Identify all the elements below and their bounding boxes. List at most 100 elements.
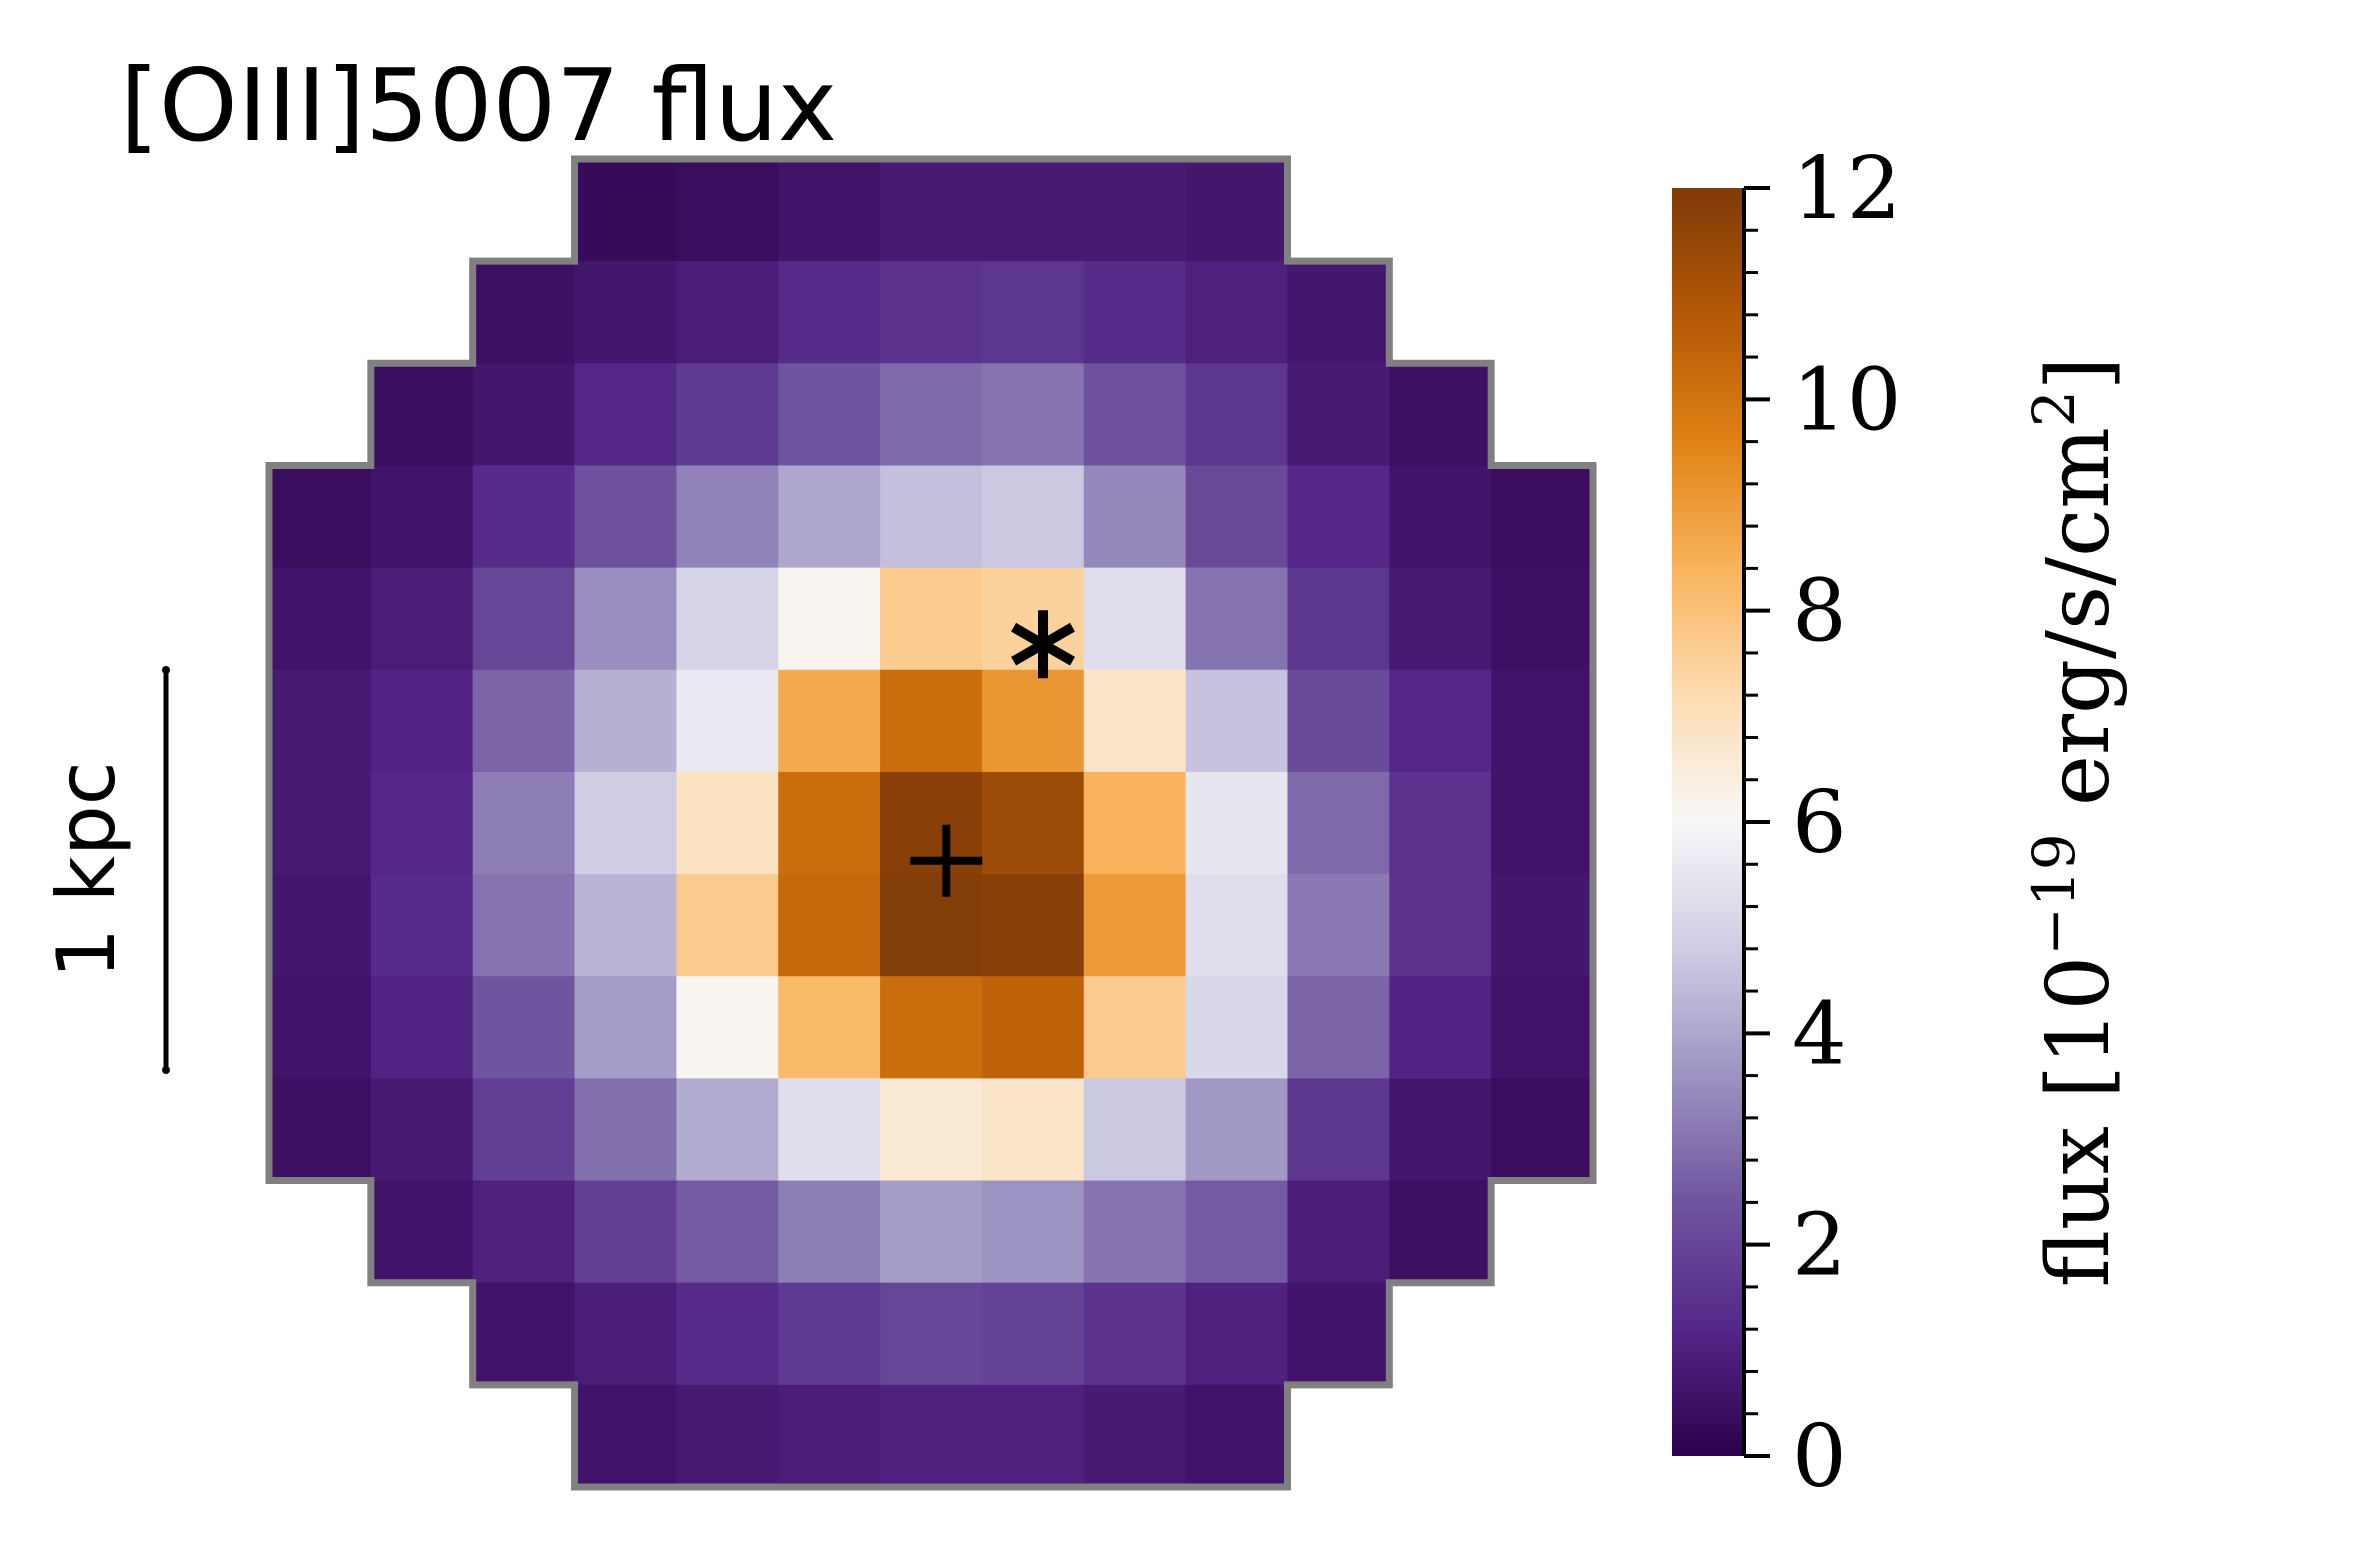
- heatmap-cell: [880, 1384, 983, 1488]
- heatmap-cell: [1389, 669, 1492, 773]
- heatmap-cell: [880, 159, 983, 262]
- heatmap-cell: [778, 1078, 881, 1182]
- heatmap-cell: [1287, 771, 1391, 875]
- heatmap-cell: [370, 1078, 474, 1182]
- heatmap-cell: [370, 976, 474, 1080]
- heatmap-cell: [1491, 771, 1594, 875]
- heatmap-cell: [1287, 669, 1391, 773]
- heatmap-cell: [981, 1282, 1085, 1386]
- heatmap-cell: [1185, 1384, 1289, 1488]
- heatmap-cell: [1389, 874, 1492, 978]
- heatmap-cell: [1287, 1282, 1391, 1386]
- heatmap-cell: [370, 363, 474, 467]
- heatmap-cell: [1491, 1078, 1594, 1182]
- heatmap-cell: [981, 874, 1085, 978]
- heatmap-cell: [676, 261, 780, 365]
- heatmap-cell: [574, 363, 678, 467]
- heatmap-cell: [676, 771, 780, 875]
- heatmap-cell: [676, 669, 780, 773]
- heatmap-cell: [1287, 874, 1391, 978]
- heatmap-cell: [1389, 771, 1492, 875]
- heatmap-cell: [676, 976, 780, 1080]
- heatmap-cell: [1083, 874, 1187, 978]
- heatmap-cell: [370, 771, 474, 875]
- heatmap-cell: [880, 1180, 983, 1284]
- heatmap-cell: [1185, 567, 1289, 671]
- heatmap-cell: [778, 1384, 881, 1488]
- heatmap-cell: [1185, 363, 1289, 467]
- heatmap-cell: [676, 159, 780, 262]
- heatmap-cell: [778, 874, 881, 978]
- heatmap-cell: [1185, 1180, 1289, 1284]
- heatmap-cell: [778, 669, 881, 773]
- heatmap-cell: [778, 1282, 881, 1386]
- heatmap-cell: [880, 1282, 983, 1386]
- scale-bar-end-top: [162, 666, 170, 674]
- heatmap-cell: [778, 159, 881, 262]
- heatmap-cell: [1491, 976, 1594, 1080]
- heatmap-cell: [1287, 1078, 1391, 1182]
- heatmap-cell: [778, 771, 881, 875]
- heatmap-cell: [574, 1282, 678, 1386]
- heatmap-cell: [1083, 465, 1187, 569]
- heatmap-cell: [981, 976, 1085, 1080]
- heatmap-cell: [1185, 1282, 1289, 1386]
- colorbar-gradient: [1672, 188, 1742, 1456]
- heatmap-cell: [676, 465, 780, 569]
- heatmap-cell: [574, 1384, 678, 1488]
- heatmap-cell: [472, 976, 576, 1080]
- heatmap-cell: [1083, 1180, 1187, 1284]
- heatmap-cell: [880, 363, 983, 467]
- heatmap-cell: [1287, 1180, 1391, 1284]
- heatmap-cell: [1389, 1180, 1492, 1284]
- heatmap-cell: [269, 567, 372, 671]
- heatmap-cell: [778, 261, 881, 365]
- colorbar-tick-label: 6: [1792, 773, 1847, 873]
- heatmap-cell: [1083, 669, 1187, 773]
- heatmap-cell: [778, 465, 881, 569]
- heatmap-cell: [1287, 976, 1391, 1080]
- heatmap-cell: [1491, 465, 1594, 569]
- heatmap-cell: [472, 1078, 576, 1182]
- heatmap-cell: [676, 874, 780, 978]
- heatmap-cell: [778, 1180, 881, 1284]
- colorbar-label: flux [10−19 erg/s/cm2]: [2020, 357, 2129, 1288]
- heatmap-cell: [472, 1180, 576, 1284]
- heatmap-cell: [1389, 1078, 1492, 1182]
- heatmap-cell: [1491, 874, 1594, 978]
- heatmap-cell: [1185, 771, 1289, 875]
- heatmap-cell: [269, 1078, 372, 1182]
- heatmap-cell: [1185, 261, 1289, 365]
- heatmap-cell: [1287, 363, 1391, 467]
- heatmap-cell: [574, 771, 678, 875]
- heatmap-cell: [778, 976, 881, 1080]
- heatmap-cell: [1287, 465, 1391, 569]
- heatmap-cell: [1083, 261, 1187, 365]
- heatmap-cell: [981, 1078, 1085, 1182]
- heatmap-cell: [981, 261, 1085, 365]
- heatmap-cell: [1185, 465, 1289, 569]
- scale-bar-label: 1 kpc: [40, 761, 133, 978]
- heatmap-cell: [472, 1282, 576, 1386]
- heatmap-outline: [265, 155, 1597, 1491]
- heatmap-cell: [981, 1384, 1085, 1488]
- chart-title: [OIII]5007 flux: [120, 47, 837, 164]
- heatmap-cell: [1287, 261, 1391, 365]
- heatmap-cell: [1491, 567, 1594, 671]
- heatmap-cell: [1389, 567, 1492, 671]
- heatmap-cell: [574, 465, 678, 569]
- heatmap-cell: [269, 669, 372, 773]
- heatmap-cell: [370, 567, 474, 671]
- heatmap-cell: [1185, 874, 1289, 978]
- heatmap-cell: [472, 465, 576, 569]
- heatmap-cell: [880, 874, 983, 978]
- heatmap-cell: [676, 567, 780, 671]
- heatmap-cell: [676, 1282, 780, 1386]
- heatmap-cell: [1185, 976, 1289, 1080]
- asterisk-marker: [1011, 610, 1075, 679]
- scale-bar-end-bottom: [162, 1066, 170, 1074]
- heatmap-cell: [574, 669, 678, 773]
- heatmap-cell: [1185, 1078, 1289, 1182]
- heatmap-cell: [472, 261, 576, 365]
